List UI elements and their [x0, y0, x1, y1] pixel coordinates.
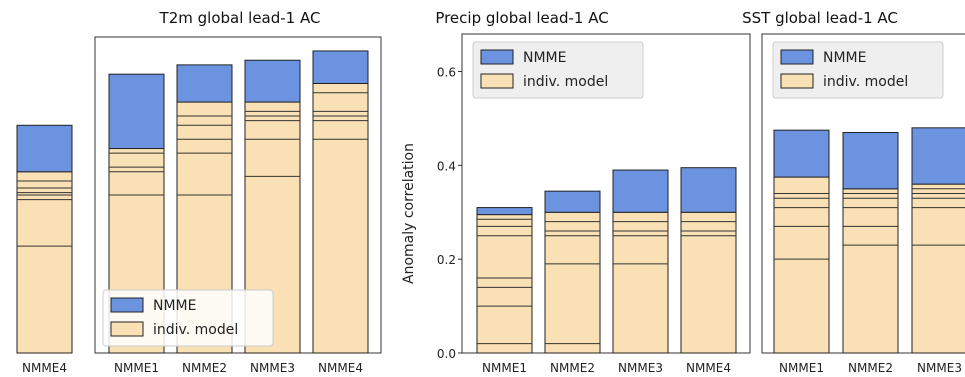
x-tick-label: NMME3 — [250, 361, 295, 375]
panel-t2m: T2m global lead-1 AC NMME1 NMME2 NMME3 NMME4… — [94, 9, 382, 375]
bar-nmme — [612, 169, 669, 213]
x-tick-label: NMME4 — [686, 361, 731, 375]
bar-indiv-model — [476, 214, 533, 354]
bar-indiv-model — [911, 183, 965, 354]
bar-nmme — [16, 124, 73, 173]
chart-title: SST global lead-1 AC — [742, 9, 898, 27]
legend-box — [772, 41, 944, 99]
legend-swatch-indiv — [780, 73, 814, 89]
axes-frame — [94, 36, 382, 354]
legend-swatch-indiv — [110, 321, 144, 337]
x-tick-label: NMME2 — [550, 361, 595, 375]
x-tick-label: NMME2 — [848, 361, 893, 375]
legend-label-nmme: NMME — [823, 50, 866, 66]
panel-sst: SST global lead-1 AC NMME1 NMME2 NMME3 NMME i… — [742, 9, 965, 375]
bar-nmme — [842, 132, 899, 190]
x-tick-label: NMME4 — [22, 361, 67, 375]
chart-title: Precip global lead-1 AC — [435, 9, 608, 27]
bar-nmme — [244, 59, 301, 103]
y-tick-label: 0.0 — [437, 347, 456, 361]
legend-box — [472, 41, 644, 99]
panel-partial-left: NMME4 — [16, 124, 73, 375]
legend-label-indiv: indiv. model — [823, 74, 908, 90]
bar-nmme — [176, 64, 233, 103]
legend-label-nmme: NMME — [153, 298, 196, 314]
y-axis-label: Anomaly correlation — [401, 143, 417, 284]
legend-swatch-nmme — [110, 297, 144, 313]
bar-nmme — [312, 50, 369, 84]
legend-swatch-nmme — [480, 49, 514, 65]
x-tick-label: NMME4 — [318, 361, 363, 375]
bar-indiv-model — [773, 176, 830, 354]
x-tick-label: NMME1 — [114, 361, 159, 375]
x-tick-label: NMME3 — [917, 361, 962, 375]
bar-indiv-model — [612, 211, 669, 354]
bar-nmme — [911, 127, 965, 185]
x-tick-label: NMME2 — [182, 361, 227, 375]
y-tick-label: 0.6 — [437, 66, 456, 80]
bar-nmme — [476, 207, 533, 216]
bar-nmme — [544, 190, 601, 213]
legend-swatch-nmme — [780, 49, 814, 65]
legend-label-indiv: indiv. model — [523, 74, 608, 90]
bar-indiv-model — [16, 171, 73, 354]
legend-swatch-indiv — [480, 73, 514, 89]
axes-frame — [461, 33, 751, 354]
chart-title: T2m global lead-1 AC — [159, 9, 321, 27]
panel-precip: Precip global lead-1 AC NMME1 NMME2 NMME3 NM… — [401, 9, 751, 375]
bar-indiv-model — [842, 188, 899, 354]
legend-label-indiv: indiv. model — [153, 322, 238, 338]
legend-box — [102, 289, 274, 347]
legend-label-nmme: NMME — [523, 50, 566, 66]
bar-nmme — [108, 73, 165, 150]
y-tick-label: 0.4 — [437, 159, 456, 173]
x-tick-label: NMME1 — [482, 361, 527, 375]
x-tick-label: NMME3 — [618, 361, 663, 375]
bar-nmme — [680, 167, 737, 213]
bar-indiv-model — [680, 211, 737, 354]
x-tick-label: NMME1 — [779, 361, 824, 375]
bar-nmme — [773, 129, 830, 178]
bar-indiv-model — [544, 211, 601, 354]
y-tick-label: 0.2 — [437, 253, 456, 267]
bar-indiv-model — [312, 82, 369, 354]
